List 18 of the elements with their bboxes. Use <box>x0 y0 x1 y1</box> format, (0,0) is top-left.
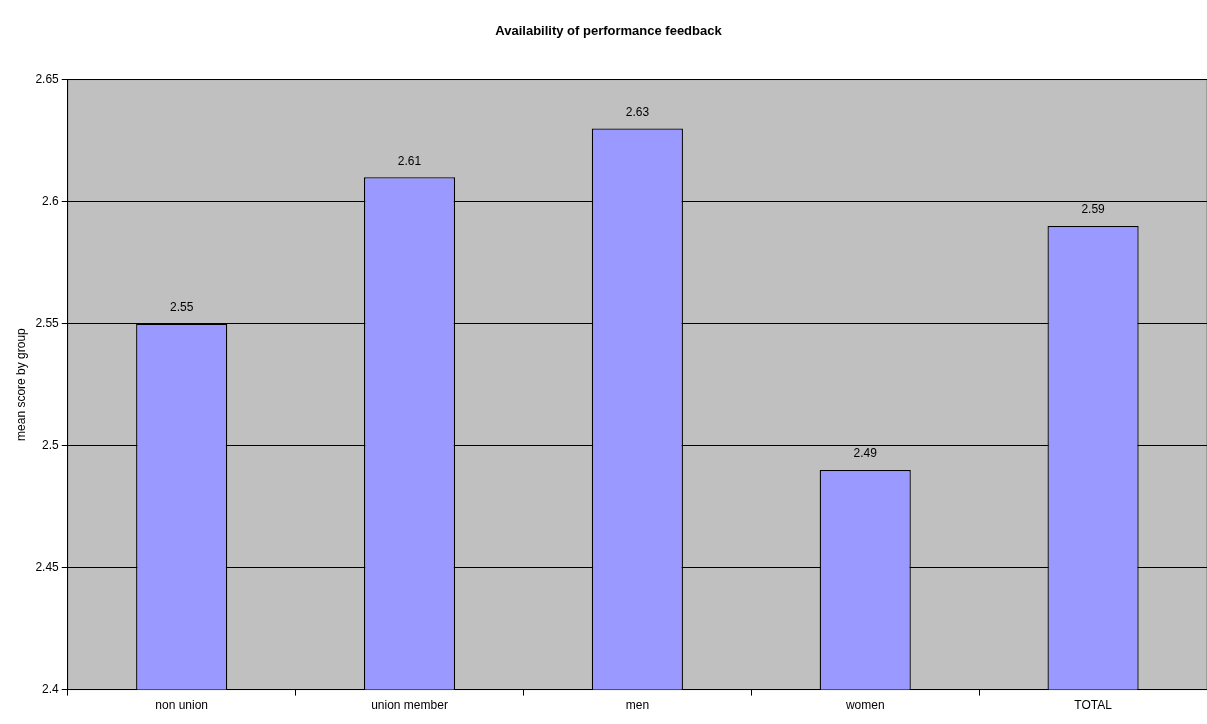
y-tick-label: 2.4 <box>42 681 60 696</box>
x-tick-label: women <box>844 698 885 713</box>
x-tick-label: union member <box>371 698 448 713</box>
y-tick-label: 2.6 <box>42 193 60 208</box>
data-label: 2.55 <box>170 299 194 314</box>
data-label: 2.61 <box>397 153 422 168</box>
chart-title: Availability of performance feedback <box>495 23 723 39</box>
x-tick-label: TOTAL <box>1074 698 1113 713</box>
x-tick-label: non union <box>155 698 209 713</box>
y-tick-label: 2.5 <box>42 437 60 452</box>
y-tick-label: 2.55 <box>35 315 60 330</box>
data-label: 2.59 <box>1081 202 1106 217</box>
y-tick-label: 2.65 <box>35 71 60 86</box>
y-tick-label: 2.45 <box>35 559 60 574</box>
x-tick-label: men <box>625 698 650 713</box>
data-label: 2.49 <box>853 446 878 461</box>
y-axis-title: mean score by group <box>13 327 28 441</box>
data-label: 2.63 <box>625 104 650 119</box>
